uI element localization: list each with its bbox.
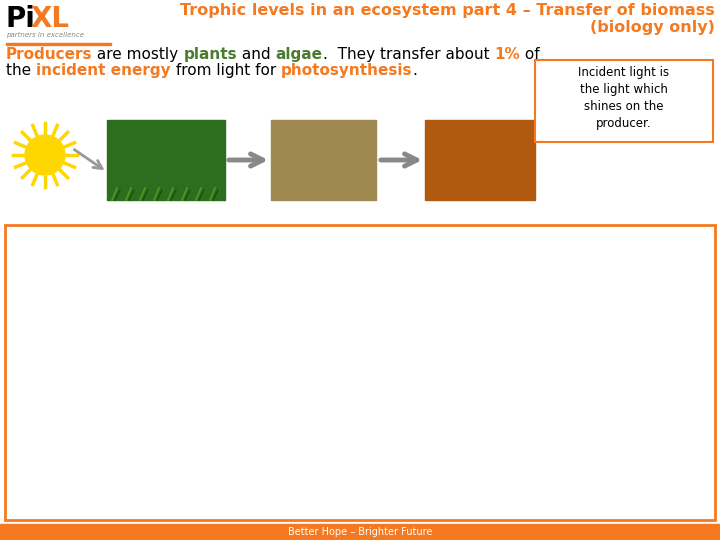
Text: is: is bbox=[377, 233, 397, 247]
Text: .: . bbox=[220, 353, 224, 367]
Text: (biology only): (biology only) bbox=[590, 20, 715, 35]
Text: photosynthesis: photosynthesis bbox=[281, 63, 413, 78]
Bar bbox=[6, 43, 111, 45]
Text: incident energy: incident energy bbox=[36, 63, 171, 78]
Text: .: . bbox=[413, 63, 417, 78]
Bar bbox=[271, 120, 376, 200]
Text: respiration: respiration bbox=[348, 401, 435, 415]
Text: Incident light is
the light which
shines on the
producer.: Incident light is the light which shines… bbox=[578, 66, 670, 130]
Text: urea in: urea in bbox=[13, 425, 74, 439]
Text: waste: waste bbox=[42, 401, 89, 415]
Text: as: as bbox=[13, 401, 42, 415]
Text: as: as bbox=[144, 353, 168, 367]
Text: partners in excellence: partners in excellence bbox=[6, 32, 84, 38]
Circle shape bbox=[25, 135, 65, 175]
Text: • Large amounts of: • Large amounts of bbox=[13, 449, 152, 463]
Text: Only: Only bbox=[13, 233, 49, 247]
Text: new biomass: new biomass bbox=[356, 377, 458, 391]
Bar bbox=[425, 120, 535, 200]
Text: .: . bbox=[115, 425, 120, 439]
Text: absorbed: absorbed bbox=[340, 329, 413, 343]
Text: XL: XL bbox=[30, 5, 69, 33]
Text: • Not all the: • Not all the bbox=[13, 377, 102, 391]
Text: the: the bbox=[6, 63, 36, 78]
Text: glucose: glucose bbox=[152, 449, 212, 463]
Text: of: of bbox=[520, 47, 539, 62]
Text: urine: urine bbox=[74, 425, 115, 439]
Text: 1%: 1% bbox=[494, 47, 520, 62]
Text: and provide energy: and provide energy bbox=[407, 449, 546, 463]
Text: .  They transfer about: . They transfer about bbox=[323, 47, 494, 62]
Text: Pi: Pi bbox=[6, 5, 36, 33]
Text: Producers: Producers bbox=[6, 47, 92, 62]
Text: to the: to the bbox=[487, 233, 533, 247]
Text: are due to:: are due to: bbox=[156, 305, 236, 319]
Bar bbox=[0, 524, 720, 540]
Text: Some is: Some is bbox=[13, 353, 81, 367]
Text: • Not all: • Not all bbox=[13, 329, 75, 343]
Text: level above it.: level above it. bbox=[13, 257, 112, 271]
Text: algae: algae bbox=[276, 47, 323, 62]
Text: such as carbon dioxide and water in: such as carbon dioxide and water in bbox=[89, 401, 348, 415]
Text: faeces: faeces bbox=[168, 353, 220, 367]
Text: ingested material: ingested material bbox=[75, 329, 214, 343]
Text: Trophic levels in an ecosystem part 4 – Transfer of biomass: Trophic levels in an ecosystem part 4 – … bbox=[180, 3, 715, 18]
FancyBboxPatch shape bbox=[5, 225, 715, 520]
Text: biomass: biomass bbox=[132, 233, 197, 247]
Text: material is used to make: material is used to make bbox=[176, 377, 356, 391]
FancyBboxPatch shape bbox=[535, 60, 713, 142]
Text: . Some is lost: . Some is lost bbox=[458, 377, 551, 391]
Bar bbox=[107, 120, 225, 200]
Text: of the: of the bbox=[83, 233, 132, 247]
Text: 10%: 10% bbox=[49, 233, 83, 247]
Text: are mostly: are mostly bbox=[92, 47, 184, 62]
Text: plants: plants bbox=[184, 47, 237, 62]
Text: respiration: respiration bbox=[320, 449, 407, 463]
Text: transferred: transferred bbox=[397, 233, 487, 247]
Text: Losses of biomass: Losses of biomass bbox=[13, 305, 156, 319]
Text: egested: egested bbox=[81, 353, 144, 367]
Text: each trophic level: each trophic level bbox=[238, 233, 377, 247]
Text: absorbed: absorbed bbox=[102, 377, 176, 391]
Text: from light for: from light for bbox=[171, 63, 281, 78]
Text: are used up in: are used up in bbox=[212, 449, 320, 463]
Text: for movement, growth and keeping a constant body temperature.: for movement, growth and keeping a const… bbox=[13, 473, 480, 487]
Text: (food taken in) is: (food taken in) is bbox=[214, 329, 340, 343]
Text: into the body.: into the body. bbox=[413, 329, 513, 343]
Text: from: from bbox=[197, 233, 238, 247]
Text: and: and bbox=[237, 47, 276, 62]
Text: Better Hope – Brighter Future: Better Hope – Brighter Future bbox=[288, 527, 432, 537]
Text: and water and: and water and bbox=[435, 401, 541, 415]
